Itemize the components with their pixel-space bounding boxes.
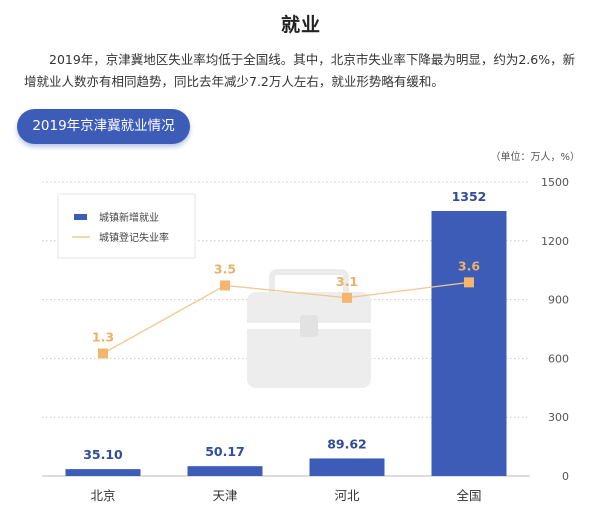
x-axis-ticks: 北京 天津 河北 全国 bbox=[90, 488, 481, 503]
rate-value-label: 3.1 bbox=[336, 274, 358, 289]
y-tick-label: 1200 bbox=[541, 235, 569, 248]
rate-value-label: 3.6 bbox=[458, 258, 480, 273]
bar-value-label: 50.17 bbox=[205, 444, 245, 459]
x-tick-label: 北京 bbox=[90, 488, 115, 503]
bar-2 bbox=[309, 458, 385, 476]
rate-marker-1 bbox=[220, 280, 230, 291]
bar-value-label: 89.62 bbox=[327, 436, 367, 451]
y-tick-label: 600 bbox=[548, 352, 569, 365]
bar-0 bbox=[65, 469, 141, 476]
legend-entry-employment: 城镇新增就业 bbox=[99, 211, 159, 224]
legend: 城镇新增就业 城镇登记失业率 bbox=[57, 193, 196, 259]
rate-marker-2 bbox=[342, 292, 352, 303]
y-axis-ticks: 0 300 600 900 1200 1500 bbox=[541, 176, 569, 483]
x-tick-label: 天津 bbox=[212, 488, 237, 503]
rate-value-label: 3.5 bbox=[214, 261, 236, 276]
rate-marker-3 bbox=[464, 277, 474, 288]
y-tick-label: 0 bbox=[562, 470, 569, 483]
section-label-pill: 2019年京津冀就业情况 bbox=[17, 109, 190, 144]
y-tick-label: 300 bbox=[548, 411, 569, 424]
briefcase-icon bbox=[247, 269, 371, 388]
bar-value-label: 35.10 bbox=[83, 447, 123, 462]
bars: 35.10 50.17 89.62 1352 bbox=[65, 189, 507, 476]
summary-paragraph: 2019年，京津冀地区失业率均低于全国线。其中，北京市失业率下降最为明显，约为2… bbox=[24, 52, 576, 89]
legend-entry-unemployment-rate: 城镇登记失业率 bbox=[99, 231, 169, 244]
rate-line: 1.3 3.5 3.1 3.6 bbox=[92, 258, 480, 359]
y-tick-label: 1500 bbox=[541, 176, 569, 189]
page-title: 就业 bbox=[280, 14, 321, 36]
legend-bar-swatch bbox=[74, 214, 87, 220]
rate-marker-0 bbox=[98, 348, 108, 359]
y-tick-label: 900 bbox=[548, 294, 569, 307]
bar-3 bbox=[431, 211, 507, 476]
bar-value-label: 1352 bbox=[452, 189, 487, 204]
x-tick-label: 全国 bbox=[456, 488, 481, 503]
rate-line-path bbox=[102, 281, 470, 355]
rate-value-label: 1.3 bbox=[92, 329, 114, 344]
unit-label: （单位：万人，%） bbox=[490, 150, 580, 163]
bar-1 bbox=[187, 466, 263, 476]
x-tick-label: 河北 bbox=[334, 488, 360, 503]
